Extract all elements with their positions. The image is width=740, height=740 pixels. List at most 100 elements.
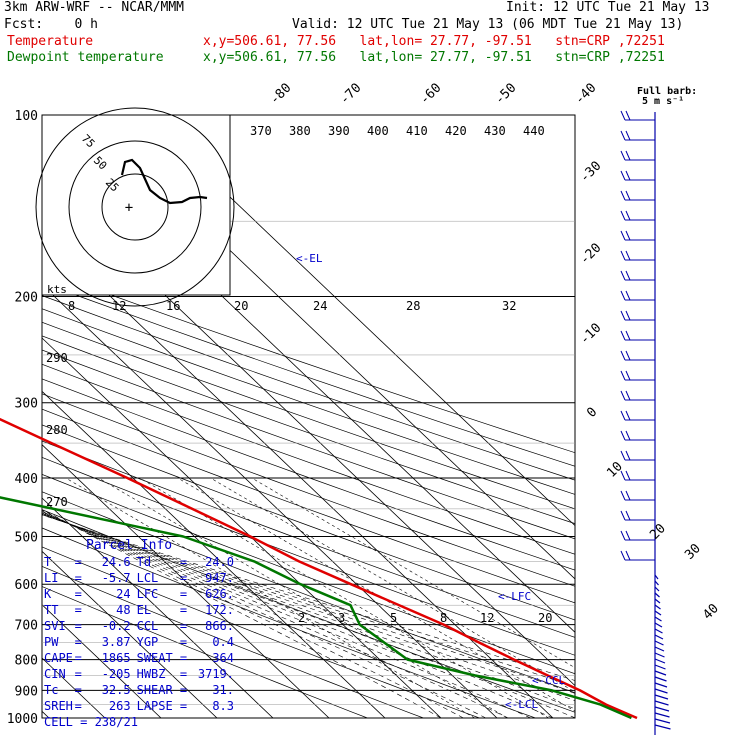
equals-sign: = (74, 619, 82, 633)
parcel-cell: PW (44, 635, 59, 649)
wind-barb (620, 330, 655, 341)
wind-barb-lower (654, 700, 669, 706)
equals-sign: = (74, 683, 82, 697)
parcel-row: T = 24.6 Td = 24.0 (44, 554, 234, 570)
init-time: Init: 12 UTC Tue 21 May 13 (506, 0, 710, 15)
parcel-cell: LAPSE (136, 699, 173, 713)
wind-barb (620, 110, 655, 121)
parcel-cell: Tc (44, 683, 59, 697)
wind-barb-lower (654, 586, 660, 592)
mixing-ratio-label: 20 (234, 299, 248, 313)
parcel-cell: CCL (136, 619, 159, 633)
mixing-ratio-label-bottom: 2 (298, 611, 305, 625)
wind-barb (620, 310, 655, 321)
parcel-cell: 364 (212, 651, 234, 665)
temperature-profile (0, 417, 638, 720)
equals-sign: = (74, 555, 82, 569)
ccl-marker: <-CCL (532, 674, 565, 687)
temp-axis-label: -60 (417, 81, 444, 108)
mixing-ratio-label: 12 (112, 299, 126, 313)
dewpoint-legend: Dewpoint temperature (7, 50, 164, 65)
parcel-cell: K (44, 587, 52, 601)
wind-barb (620, 510, 655, 521)
wind-barb-lower (654, 706, 670, 712)
wind-barb-lower (654, 598, 661, 604)
parcel-cell: 263 (108, 699, 131, 713)
temperature-legend: Temperature (7, 34, 94, 49)
wind-barb (620, 190, 655, 201)
cell-motion: CELL = 238/21 (44, 715, 138, 729)
wind-barb (620, 490, 655, 501)
lcl-marker: <-LCL (505, 698, 538, 711)
wind-barb-lower (654, 604, 661, 610)
wind-barb-lower (654, 640, 664, 646)
wind-barb (620, 210, 655, 221)
isobars (42, 114, 575, 719)
el-marker: <-EL (296, 252, 323, 265)
equals-sign: = (74, 651, 82, 665)
parcel-cell: -0.2 (101, 619, 131, 633)
parcel-cell: Td (136, 555, 152, 569)
theta-label: 390 (328, 124, 350, 138)
parcel-cell: CIN (44, 667, 66, 681)
parcel-cell: SHEAR (136, 683, 173, 697)
parcel-cell: 24.0 (205, 555, 234, 569)
equals-sign: = (179, 619, 188, 633)
parcel-row: PW = 3.87 YGP = 0.4 (44, 634, 234, 650)
parcel-cell: LI (44, 571, 59, 585)
parcel-info-panel: Parcel Info T = 24.6 Td = 24.0 LI = -5.7 LCL = 947.… (44, 538, 234, 738)
hodograph-trace (120, 158, 208, 205)
theta-label-left: 280 (46, 423, 68, 437)
mixing-ratio-label-bottom: 12 (480, 611, 494, 625)
theta-label: 380 (289, 124, 311, 138)
mixing-ratio-label: 32 (502, 299, 516, 313)
parcel-cell: 626. (205, 587, 234, 601)
parcel-cell: -5.7 (101, 571, 131, 585)
isotherm (42, 337, 442, 718)
parcel-cell: HWBZ (136, 667, 166, 681)
barb-legend: Full barb: (637, 86, 697, 97)
mixing-ratio-line (139, 477, 549, 718)
parcel-row: SREH = 263 LAPSE = 8.3 (44, 698, 234, 714)
parcel-cell: 24.6 (101, 555, 131, 569)
temp-axis-label-right: 30 (682, 541, 704, 563)
parcel-cell: 0.4 (212, 635, 234, 649)
parcel-row: CAPE = 1865 SWEAT = 364 (44, 650, 234, 666)
hodograph-units: kts (47, 283, 67, 296)
theta-label: 370 (250, 124, 272, 138)
wind-barb (620, 250, 655, 261)
wind-barb (620, 150, 655, 161)
wind-barb-lower (654, 622, 663, 628)
temp-axis-label-right: 0 (584, 405, 600, 421)
model-title: 3km ARW-WRF -- NCAR/MMM (4, 0, 185, 15)
pressure-label-800: 800 (15, 654, 38, 669)
pressure-label-1000: 1000 (7, 712, 38, 727)
wind-barb-lower (654, 718, 671, 724)
wind-barb-lower (654, 676, 667, 682)
equals-sign: = (74, 603, 82, 617)
mixing-ratio-line (98, 477, 508, 718)
mixing-ratio-label: 16 (166, 299, 180, 313)
wind-barb-lower (654, 616, 662, 622)
lfc-marker: <-LFC (498, 590, 531, 603)
wind-barb-lower (654, 574, 659, 580)
equals-sign: = (74, 571, 82, 585)
temp-axis-label-right: 10 (604, 459, 626, 481)
wind-barb-lower (654, 724, 671, 730)
wind-barb (620, 230, 655, 241)
parcel-cell: 866. (205, 619, 234, 633)
mixing-ratio-label: 28 (406, 299, 420, 313)
hodograph-ring (35, 107, 235, 307)
isotherm (42, 550, 218, 718)
wind-barb-lower (654, 580, 659, 586)
parcel-cell: 947. (205, 571, 234, 585)
hodograph-frame (41, 114, 231, 296)
theta-label: 400 (367, 124, 389, 138)
theta-label: 410 (406, 124, 428, 138)
equals-sign: = (74, 587, 82, 601)
mixing-ratio-label-bottom: 8 (440, 611, 447, 625)
barb-legend-units: 5 m s⁻¹ (642, 96, 684, 107)
parcel-cell: CAPE (44, 651, 73, 665)
wind-barb (620, 550, 655, 561)
